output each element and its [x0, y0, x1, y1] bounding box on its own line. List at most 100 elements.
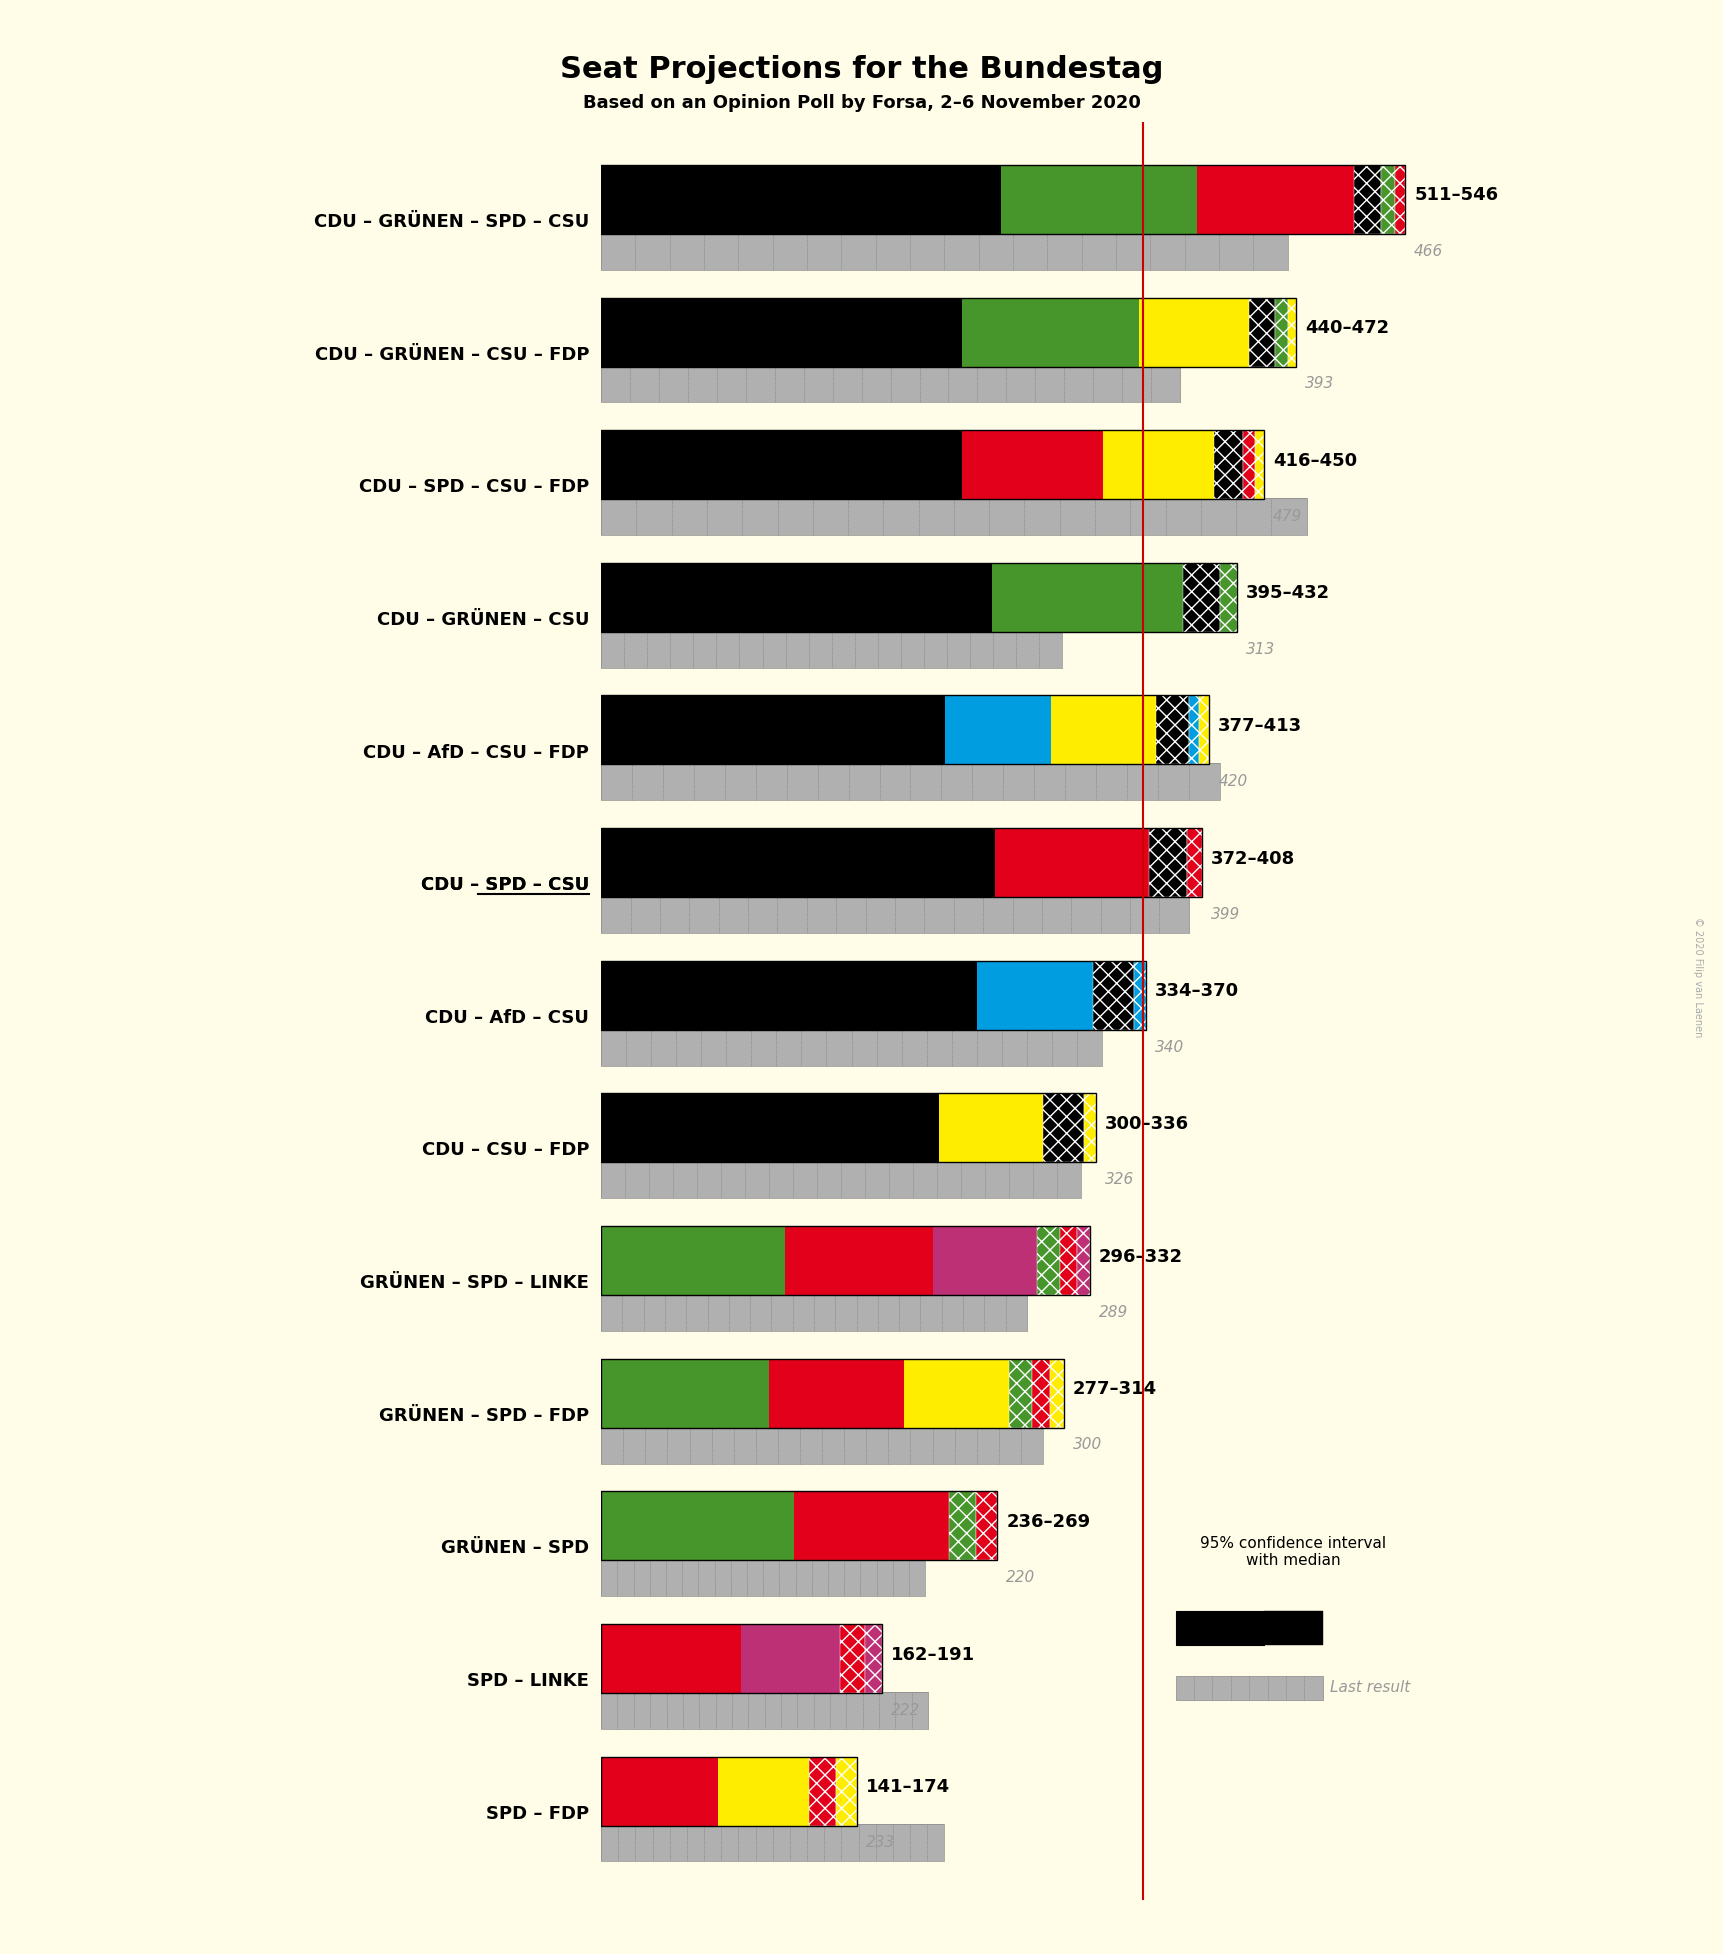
Bar: [601, 1028, 1101, 1065]
Bar: [994, 828, 1149, 897]
Text: 300: 300: [1072, 1438, 1101, 1452]
Text: 334–370: 334–370: [1154, 983, 1239, 1000]
Bar: [601, 1294, 1027, 1331]
Bar: [865, 1624, 882, 1692]
Text: 399: 399: [1210, 907, 1239, 922]
Bar: [601, 498, 1306, 535]
Bar: [975, 1491, 998, 1561]
Text: 236–269: 236–269: [1006, 1512, 1089, 1530]
Bar: [1051, 696, 1156, 764]
Bar: [601, 563, 1237, 631]
Text: 220: 220: [1006, 1571, 1036, 1585]
Bar: [601, 1491, 794, 1561]
Bar: [1139, 297, 1249, 367]
Text: SPD – LINKE: SPD – LINKE: [467, 1673, 589, 1690]
Bar: [1149, 828, 1187, 897]
Bar: [1213, 430, 1242, 498]
Text: CDU – GRÜNEN – SPD – CSU: CDU – GRÜNEN – SPD – CSU: [314, 213, 589, 231]
Bar: [601, 1358, 1063, 1428]
Bar: [601, 895, 1189, 932]
Text: CDU – SPD – CSU – FDP: CDU – SPD – CSU – FDP: [358, 479, 589, 496]
Bar: [939, 1094, 1042, 1163]
Text: 440–472: 440–472: [1304, 319, 1389, 338]
Bar: [601, 961, 975, 1030]
Bar: [601, 164, 1404, 234]
Bar: [1380, 164, 1394, 234]
Bar: [1218, 563, 1237, 631]
Bar: [601, 1358, 768, 1428]
Bar: [1275, 297, 1287, 367]
Bar: [741, 1624, 839, 1692]
Bar: [961, 430, 1103, 498]
Bar: [601, 828, 1201, 897]
Bar: [944, 696, 1051, 764]
Bar: [601, 1094, 939, 1163]
Bar: [601, 696, 944, 764]
Bar: [961, 297, 1139, 367]
Bar: [601, 498, 1306, 535]
Text: © 2020 Filip van Laenen: © 2020 Filip van Laenen: [1692, 916, 1702, 1038]
Bar: [601, 233, 1287, 270]
Bar: [808, 1757, 836, 1825]
Bar: [1394, 164, 1404, 234]
Bar: [1189, 696, 1199, 764]
Bar: [601, 1225, 786, 1296]
Text: 162–191: 162–191: [891, 1645, 975, 1663]
Bar: [717, 1757, 808, 1825]
Bar: [1196, 164, 1353, 234]
Bar: [1042, 1094, 1084, 1163]
Bar: [1037, 1225, 1060, 1296]
Text: 416–450: 416–450: [1272, 451, 1356, 469]
Bar: [839, 1624, 865, 1692]
Text: 395–432: 395–432: [1246, 584, 1330, 602]
Bar: [601, 164, 1001, 234]
Bar: [1008, 1358, 1030, 1428]
Text: 340: 340: [1154, 1040, 1184, 1055]
Text: 233: 233: [865, 1835, 894, 1850]
Bar: [1103, 430, 1213, 498]
Bar: [601, 764, 1220, 801]
Bar: [601, 365, 1179, 403]
Bar: [601, 631, 1061, 668]
Bar: [836, 1757, 856, 1825]
Bar: [601, 233, 1287, 270]
Bar: [1030, 1358, 1049, 1428]
Text: 393: 393: [1304, 377, 1334, 391]
Bar: [601, 631, 1061, 668]
Text: 95% confidence interval
with median: 95% confidence interval with median: [1199, 1536, 1385, 1569]
Bar: [601, 1559, 925, 1596]
Bar: [1001, 164, 1196, 234]
Bar: [1187, 828, 1201, 897]
Bar: [1249, 297, 1275, 367]
Text: 300–336: 300–336: [1104, 1116, 1189, 1133]
Text: SPD – FDP: SPD – FDP: [486, 1805, 589, 1823]
Text: Seat Projections for the Bundestag: Seat Projections for the Bundestag: [560, 55, 1163, 84]
Bar: [1175, 1612, 1263, 1645]
Bar: [601, 1624, 882, 1692]
Text: 141–174: 141–174: [865, 1778, 949, 1796]
Bar: [1199, 696, 1210, 764]
Text: 277–314: 277–314: [1072, 1380, 1156, 1399]
Text: 313: 313: [1246, 641, 1275, 657]
Bar: [601, 1161, 1080, 1198]
Bar: [601, 961, 1146, 1030]
Bar: [1287, 297, 1296, 367]
Bar: [601, 1757, 856, 1825]
Bar: [601, 764, 1220, 801]
Text: 296–332: 296–332: [1098, 1247, 1182, 1266]
Bar: [903, 1358, 1008, 1428]
Bar: [601, 1426, 1042, 1464]
Bar: [601, 1692, 927, 1729]
Bar: [601, 1294, 1027, 1331]
Text: CDU – AfD – CSU – FDP: CDU – AfD – CSU – FDP: [364, 744, 589, 762]
Bar: [601, 1491, 998, 1561]
Bar: [601, 297, 1296, 367]
Text: 466: 466: [1413, 244, 1442, 258]
Text: 222: 222: [891, 1702, 920, 1718]
Bar: [601, 1426, 1042, 1464]
Text: Last result: Last result: [1330, 1680, 1409, 1696]
Bar: [1175, 1677, 1322, 1700]
Bar: [601, 1624, 741, 1692]
Text: CDU – CSU – FDP: CDU – CSU – FDP: [422, 1141, 589, 1159]
Bar: [601, 1692, 927, 1729]
